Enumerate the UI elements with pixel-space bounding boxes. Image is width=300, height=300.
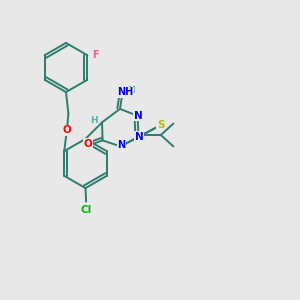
Text: N: N xyxy=(134,111,142,121)
Text: F: F xyxy=(92,50,99,60)
Text: O: O xyxy=(62,125,71,135)
Text: H: H xyxy=(90,116,98,125)
Text: S: S xyxy=(157,120,164,130)
Text: N: N xyxy=(117,140,125,150)
Text: NH: NH xyxy=(117,87,133,97)
Text: O: O xyxy=(84,139,93,149)
Text: N: N xyxy=(135,132,144,142)
Text: H: H xyxy=(127,86,135,95)
Text: Cl: Cl xyxy=(80,205,92,215)
